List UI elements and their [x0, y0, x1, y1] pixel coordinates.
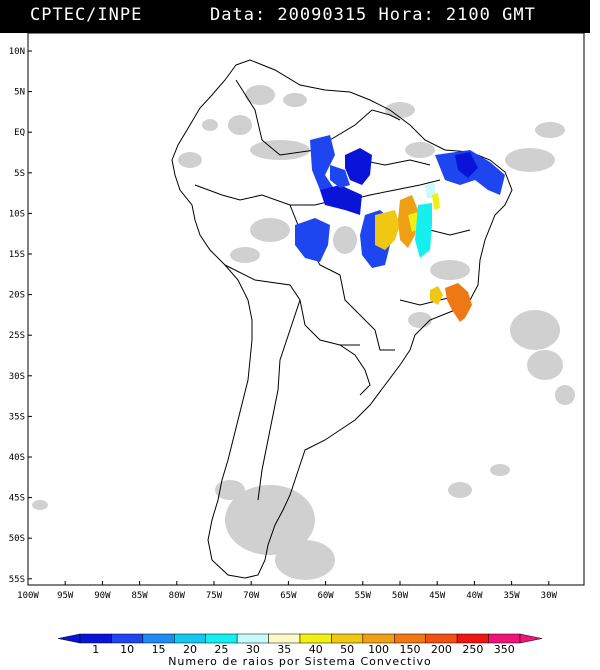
legend-swatch: [142, 633, 175, 644]
legend-swatch: [299, 633, 332, 644]
lon-label: 30W: [541, 591, 558, 601]
lat-label: 45S: [9, 494, 25, 504]
lon-label: 90W: [94, 591, 111, 601]
legend-value: 30: [246, 643, 260, 656]
legend-arrow-left: [57, 633, 81, 644]
lat-label: 5N: [14, 88, 25, 98]
legend-swatch: [79, 633, 112, 644]
lat-label: 5S: [14, 169, 25, 179]
source-label: CPTEC/INPE: [30, 5, 143, 25]
legend-swatch: [111, 633, 144, 644]
lon-label: 60W: [317, 591, 334, 601]
legend-value: 10: [120, 643, 134, 656]
legend-swatch: [488, 633, 521, 644]
legend-swatch: [331, 633, 364, 644]
legend-value: 50: [340, 643, 354, 656]
map-frame: [27, 32, 585, 586]
legend-bar: [57, 633, 543, 644]
legend-labels: 1 10 15 20 25 30 35 40 50 100 150 200 250 350: [92, 643, 515, 656]
legend-swatch: [425, 633, 458, 644]
legend-value: 20: [183, 643, 197, 656]
latitude-axis: 10N 5N EQ 5S 10S 15S 20S 25S 30S 35S 40S 45S 50S 55S: [9, 47, 32, 585]
datetime-label: Data: 20090315 Hora: 2100 GMT: [210, 5, 536, 25]
lat-label: 40S: [9, 453, 25, 463]
legend-value: 200: [431, 643, 452, 656]
lon-label: 40W: [466, 591, 483, 601]
cloud-cover: [32, 85, 575, 580]
legend-swatch: [236, 633, 269, 644]
legend-value: 40: [309, 643, 323, 656]
lat-label: 30S: [9, 372, 25, 382]
legend-value: 25: [214, 643, 228, 656]
legend-swatch: [394, 633, 426, 644]
legend-value: 350: [494, 643, 515, 656]
lat-label: 15S: [9, 250, 25, 260]
lon-label: 55W: [355, 591, 372, 601]
lon-label: 75W: [206, 591, 223, 601]
legend-value: 15: [152, 643, 166, 656]
legend-value: 35: [277, 643, 291, 656]
legend-value: 100: [368, 643, 389, 656]
lat-label: 55S: [9, 575, 25, 585]
longitude-axis: 100W 95W 90W 85W 80W 75W 70W 65W 60W 55W 50W 45W 40W…: [17, 581, 558, 601]
lat-label: 50S: [9, 534, 25, 544]
legend-value: 1: [92, 643, 99, 656]
legend-value: 150: [400, 643, 421, 656]
lightning-cells: [295, 135, 505, 322]
legend-swatch: [174, 633, 206, 644]
lat-label: EQ: [14, 128, 25, 138]
legend-swatch: [268, 633, 301, 644]
lat-label: 25S: [9, 331, 25, 341]
map-header: CPTEC/INPE Data: 20090315 Hora: 2100 GMT: [0, 0, 590, 33]
lon-label: 85W: [131, 591, 148, 601]
legend-swatch: [362, 633, 395, 644]
lon-label: 35W: [503, 591, 520, 601]
legend-title: Numero de raios por Sistema Convectivo: [168, 655, 432, 668]
lat-label: 10N: [9, 47, 25, 57]
lat-label: 20S: [9, 291, 25, 301]
lon-label: 65W: [280, 591, 297, 601]
lon-label: 80W: [169, 591, 186, 601]
legend-swatch: [456, 633, 489, 644]
lon-label: 100W: [17, 591, 39, 601]
color-legend: 1 10 15 20 25 30 35 40 50 100 150 200 250 350: [57, 633, 543, 656]
lon-label: 45W: [429, 591, 446, 601]
lon-label: 95W: [57, 591, 74, 601]
lightning-map: 10N5NEQ5S10S15S20S25S30S35S40S45S50S55S …: [9, 32, 585, 601]
legend-swatch: [205, 633, 238, 644]
lat-label: 35S: [9, 412, 25, 422]
lon-label: 50W: [392, 591, 409, 601]
legend-arrow-right: [519, 633, 543, 644]
lon-label: 70W: [243, 591, 260, 601]
legend-value: 250: [462, 643, 483, 656]
lat-label: 10S: [9, 209, 25, 219]
